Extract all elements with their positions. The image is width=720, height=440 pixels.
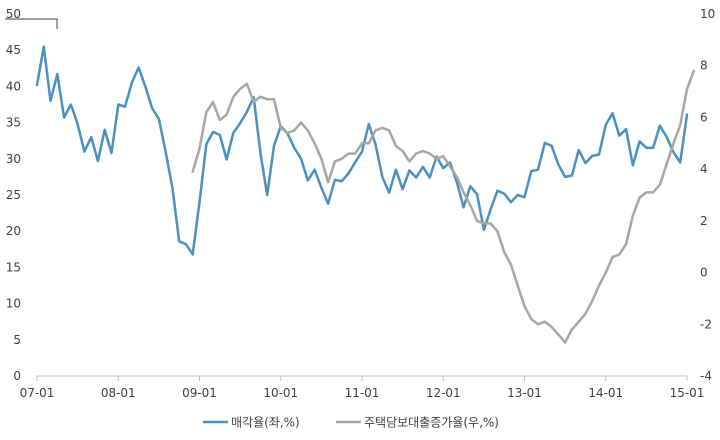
legend: 매각율(좌,%) 주택담보대출증가율(우,%) [203, 416, 499, 430]
right-axis-tick-label: 2 [700, 214, 708, 228]
right-axis-tick-label: 10 [700, 7, 715, 21]
left-axis-tick-label: 30 [6, 152, 21, 166]
left-axis-ticks: 0 5 10 15 20 25 30 35 40 45 50 [6, 7, 21, 383]
x-axis-tick-label: 07-01 [20, 386, 55, 400]
left-axis-tick-label: 20 [6, 224, 21, 238]
legend-label-series-1: 매각율(좌,%) [231, 416, 300, 430]
right-axis-ticks: -4 -2 0 2 4 6 8 10 [700, 7, 715, 383]
series-lines [35, 45, 696, 344]
x-axis-tick-label: 13-01 [507, 386, 542, 400]
x-axis-tick-label: 08-01 [101, 386, 136, 400]
legend-label-series-2: 주택담보대출증가율(우,%) [364, 416, 499, 430]
x-axis-ticks: 07-01 08-01 09-01 10-01 11-01 12-01 13-01 14-01… [20, 376, 705, 400]
right-axis-tick-label: -4 [700, 369, 712, 383]
left-axis-tick-label: 35 [6, 116, 21, 130]
chart-corner-mark [5, 18, 58, 29]
series-line-2 [191, 69, 696, 344]
right-axis-tick-label: 4 [700, 162, 708, 176]
x-axis-tick-label: 10-01 [263, 386, 298, 400]
x-axis-tick-label: 11-01 [345, 386, 380, 400]
x-axis-tick-label: 15-01 [670, 386, 705, 400]
left-axis-tick-label: 40 [6, 79, 21, 93]
left-axis-tick-label: 5 [13, 333, 21, 347]
left-axis-tick-label: 50 [6, 7, 21, 21]
right-axis-tick-label: 0 [700, 266, 708, 280]
x-axis-tick-label: 09-01 [182, 386, 217, 400]
left-axis-tick-label: 15 [6, 260, 21, 274]
left-axis-tick-label: 0 [13, 369, 21, 383]
x-axis-tick-label: 14-01 [588, 386, 623, 400]
series-line-1 [35, 45, 689, 256]
left-axis-tick-label: 10 [6, 297, 21, 311]
right-axis-tick-label: 6 [700, 110, 708, 124]
right-axis-tick-label: 8 [700, 59, 708, 73]
left-axis-tick-label: 45 [6, 43, 21, 57]
right-axis-tick-label: -2 [700, 317, 712, 331]
left-axis-tick-label: 25 [6, 188, 21, 202]
x-axis-tick-label: 12-01 [426, 386, 461, 400]
